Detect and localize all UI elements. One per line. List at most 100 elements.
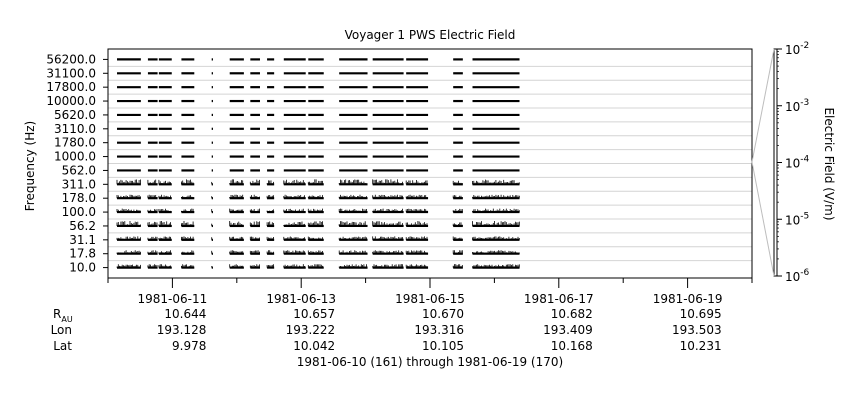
channel-noise-31.1 [266,236,274,240]
channel-noise-17.8 [181,250,194,254]
channel-noise-31.1 [181,236,194,240]
channel-noise-56.2 [283,221,305,226]
colorbar-tick-label: 10-5 [785,211,809,227]
channel-noise-311.0 [372,179,403,185]
channel-noise-178.0 [229,194,244,199]
channel-noise-100.0 [472,208,520,213]
channel-noise-10.0 [307,264,323,268]
channel-noise-17.8 [405,250,428,254]
channel-noise-311.0 [116,179,141,185]
channel-noise-178.0 [283,194,305,199]
channel-noise-311.0 [158,179,171,185]
y-tick-label: 31100.0 [46,66,96,80]
channel-noise-17.8 [147,250,158,254]
colorbar-tick-label: 10-6 [785,268,810,284]
channel-noise-17.8 [283,250,305,254]
channel-noise-100.0 [338,208,367,213]
channel-noise-31.1 [307,236,323,240]
x-axis: 1981-06-11 1981-06-13 1981-06-15 1981-06-17… [107,278,753,306]
channel-noise-10.0 [338,264,367,268]
channel-noise-100.0 [307,208,323,213]
channel-noise-178.0 [307,195,323,199]
channel-noise-31.1 [472,236,520,240]
channel-noise-311.0 [307,179,323,185]
channel-noise-178.0 [472,194,520,199]
y-tick-label: 562.0 [62,163,96,177]
channel-noise-178.0 [158,194,171,199]
channel-noise-311.0 [249,179,260,185]
x-tick-label: 1981-06-19 [653,292,723,306]
channel-noise-56.2 [338,221,367,226]
channel-noise-311.0 [266,180,274,185]
channel-noise-31.1 [338,236,367,240]
channel-noise-17.8 [472,250,520,254]
channel-noise-100.0 [283,208,305,213]
channel-noise-17.8 [338,250,367,254]
channel-noise-10.0 [181,264,194,268]
x-tick-label: 1981-06-13 [266,292,336,306]
channel-noise-311.0 [147,179,158,185]
y-axis-label: Frequency (Hz) [23,121,37,212]
channel-noise-178.0 [338,194,367,199]
x-axis-label: 1981-06-10 (161) through 1981-06-19 (170… [297,355,563,369]
y-tick-label: 1780.0 [54,136,96,150]
y-tick-label: 1000.0 [54,150,96,164]
channel-noise-31.1 [405,236,428,240]
colorbar-label: Electric Field (V/m) [822,107,836,220]
channel-noise-56.2 [472,221,520,226]
channel-noise-311.0 [405,180,428,185]
channel-noise-56.2 [229,220,244,226]
channel-noise-31.1 [452,236,463,240]
channel-noise-10.0 [452,264,463,268]
channel-noise-100.0 [116,208,141,213]
ephemeris-value: 10.695 [680,307,722,321]
ephemeris-row-label: Lon [51,323,72,337]
ephemeris-value: 10.682 [551,307,593,321]
channel-gridlines [108,65,752,262]
y-tick-label: 10000.0 [46,94,96,108]
colorbar-connector [751,48,775,163]
channel-noise-100.0 [266,209,274,213]
channel-noise-17.8 [229,250,244,254]
channel-noise-178.0 [266,194,274,199]
channel-noise-56.2 [158,220,171,226]
channel-noise-100.0 [147,209,158,213]
ephemeris-value: 10.644 [164,307,206,321]
channel-noise-17.8 [158,250,171,254]
y-tick-label: 100.0 [62,205,96,219]
colorbar-strip [773,48,778,277]
colorbar-connector [751,161,775,277]
ephemeris-row-label: RAU [53,307,73,324]
colorbar-tick-label: 10-4 [785,155,810,171]
channel-noise-178.0 [181,195,194,199]
channel-noise-17.8 [249,250,260,254]
channel-noise-31.1 [372,236,403,240]
channel-traces [116,58,520,269]
x-tick-label: 1981-06-17 [524,292,594,306]
channel-noise-17.8 [372,250,403,254]
y-axis: 10.017.831.156.2100.0178.0311.0562.01000… [46,52,108,275]
channel-noise-178.0 [452,195,463,199]
channel-noise-31.1 [147,236,158,240]
ephemeris-table: RAU 10.644 10.657 10.670 10.682 10.695 Lon 193.… [51,307,722,353]
channel-noise-10.0 [147,264,158,268]
channel-noise-56.2 [372,221,403,226]
ephemeris-value: 193.222 [286,323,336,337]
channel-noise-10.0 [405,264,428,268]
channel-noise-31.1 [249,236,260,240]
y-tick-label: 3110.0 [54,122,96,136]
channel-noise-10.0 [249,264,260,268]
colorbar-tick-label: 10-2 [785,41,809,57]
colorbar: 10-2 10-3 10-4 10-5 10-6 [751,41,810,284]
channel-noise-100.0 [372,208,403,213]
channel-noise-10.0 [472,264,520,268]
channel-noise-100.0 [181,208,194,213]
ephemeris-value: 193.128 [157,323,207,337]
channel-noise-17.8 [452,250,463,254]
y-tick-label: 56200.0 [46,52,96,66]
ephemeris-value: 10.670 [422,307,464,321]
channel-noise-31.1 [283,236,305,240]
channel-noise-56.2 [266,221,274,226]
ephemeris-value: 10.231 [680,339,722,353]
